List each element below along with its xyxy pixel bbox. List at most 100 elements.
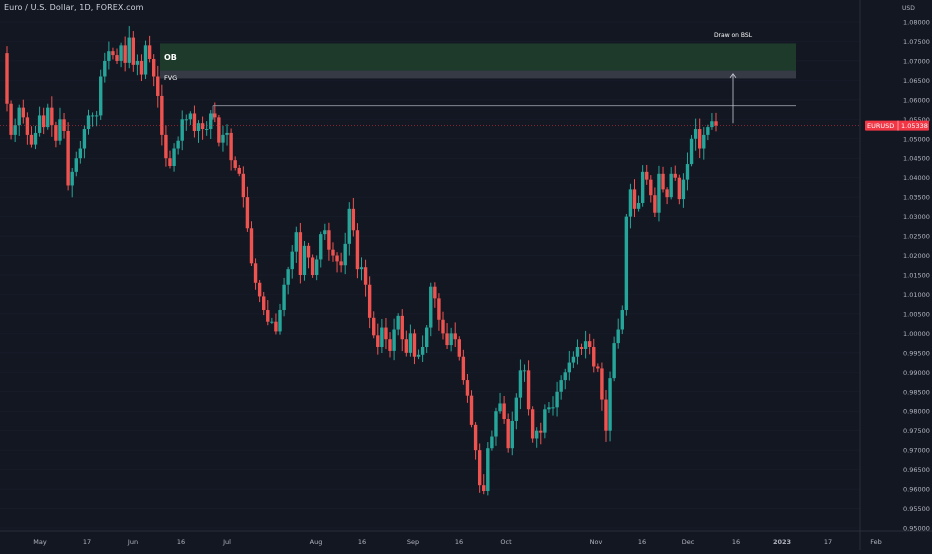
candle (372, 311, 376, 339)
candle (453, 322, 457, 347)
candle (473, 422, 478, 460)
candle-body (180, 119, 184, 141)
candle (270, 317, 274, 324)
candle (482, 474, 486, 495)
candle (600, 362, 604, 411)
candle-body (233, 160, 237, 168)
candle (551, 396, 555, 416)
candle-body (649, 179, 653, 196)
candle (164, 125, 168, 167)
candle (693, 118, 698, 151)
candle (168, 150, 172, 169)
candle-body (282, 284, 286, 311)
candle-body (539, 430, 543, 433)
candle (376, 323, 380, 355)
candle (681, 173, 686, 208)
candle (200, 116, 205, 140)
candle-body (286, 269, 290, 285)
candle-body (624, 216, 629, 311)
price-tick-label: 1.04500 (903, 155, 930, 163)
candle-body (37, 115, 42, 133)
candle-body (257, 282, 262, 297)
candle (640, 165, 645, 207)
candle (302, 240, 307, 281)
price-tick-label: 0.99000 (903, 369, 930, 377)
candle (131, 31, 136, 72)
candle (392, 318, 396, 361)
candle-body (502, 403, 506, 420)
candle-body (151, 58, 156, 77)
candle-body (518, 370, 523, 398)
candle (58, 107, 62, 145)
candle-body (526, 370, 531, 410)
price-tick-label: 0.95500 (903, 505, 930, 513)
candle-body (302, 245, 307, 275)
candle-body (612, 343, 616, 379)
candle-body (343, 243, 347, 266)
candle-body (294, 232, 299, 252)
candle-body (575, 347, 580, 357)
candle-body (168, 158, 172, 167)
candle-body (506, 419, 510, 449)
currency-label: USD (902, 5, 915, 12)
candle-body (253, 263, 258, 283)
candle (706, 124, 710, 141)
candle (160, 84, 164, 146)
candle-body (310, 257, 315, 275)
candle (151, 54, 156, 87)
candle-body (547, 407, 551, 410)
price-tick-label: 0.95000 (903, 525, 930, 533)
candle-body (567, 362, 572, 373)
candle (90, 112, 95, 127)
candle (526, 360, 531, 416)
candle-body (306, 245, 311, 258)
candle (714, 112, 718, 132)
candle-body (135, 60, 140, 65)
candle (94, 110, 99, 127)
time-tick-label: 16 (732, 538, 740, 546)
candle-body (82, 129, 87, 149)
fvg-zone[interactable] (160, 70, 796, 79)
candle-body (645, 171, 649, 180)
candle-body (640, 171, 645, 203)
candle (400, 309, 404, 352)
candle (543, 404, 547, 439)
candle-body (58, 119, 62, 141)
candle (127, 26, 131, 69)
candle-body (669, 173, 673, 198)
candle (636, 195, 641, 212)
price-tick-label: 1.01000 (903, 291, 930, 299)
candle (612, 336, 616, 382)
candle (424, 325, 429, 354)
candle-body (571, 356, 576, 363)
candle-body (143, 45, 148, 75)
time-tick-label: Oct (500, 538, 512, 546)
candle-body (164, 134, 168, 159)
candle (490, 430, 494, 451)
candle-body (156, 76, 160, 96)
candle (347, 202, 351, 256)
candle-body (665, 189, 669, 198)
candle (461, 349, 466, 385)
candle (632, 179, 637, 218)
candle (555, 381, 559, 417)
candle (25, 112, 30, 145)
candle (339, 252, 343, 273)
candle-body (559, 380, 563, 392)
candle (559, 375, 563, 400)
candle-body (62, 119, 66, 131)
candle (99, 69, 103, 120)
price-tick-label: 0.99500 (903, 349, 930, 357)
candle (367, 276, 372, 329)
candle-body (620, 310, 624, 330)
price-tick-label: 1.06000 (903, 96, 930, 104)
candle-body (636, 202, 641, 209)
candle-body (5, 53, 9, 104)
ob-zone[interactable] (160, 43, 796, 75)
candle-body (213, 113, 217, 118)
candle-body (494, 411, 498, 437)
candle (310, 254, 315, 278)
candle (649, 175, 653, 203)
